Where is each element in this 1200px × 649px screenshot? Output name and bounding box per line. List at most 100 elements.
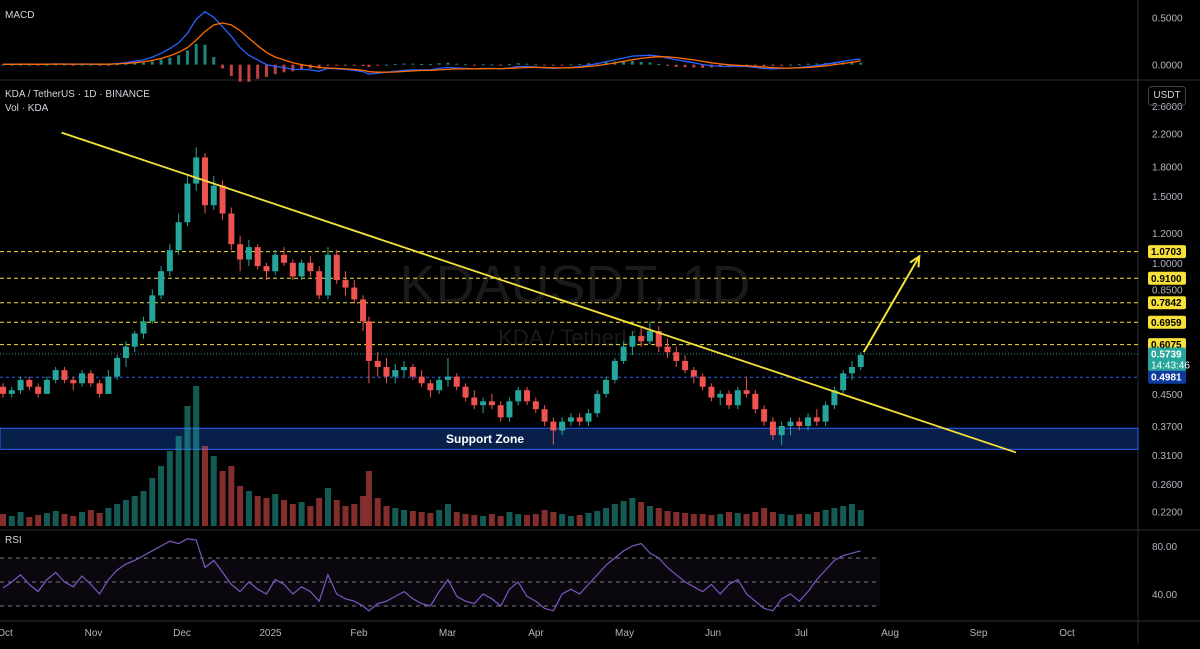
volume-bar: [166, 451, 173, 526]
volume-bar: [436, 510, 443, 526]
macd-histogram-bar: [788, 64, 792, 66]
candle-body: [857, 355, 864, 368]
volume-bar: [559, 514, 566, 526]
volume-bar: [453, 512, 460, 526]
candle-body: [655, 331, 662, 347]
volume-bar: [254, 496, 261, 526]
volume-bar: [629, 498, 636, 526]
macd-histogram-bar: [317, 64, 321, 69]
volume-bar: [289, 504, 296, 526]
candle-body: [237, 244, 244, 260]
candle-body: [506, 401, 513, 418]
time-axis-tick: Apr: [528, 628, 544, 639]
candle-body: [219, 185, 226, 214]
volume-bar: [184, 406, 191, 526]
macd-histogram-bar: [762, 64, 766, 67]
volume-bar: [848, 504, 855, 526]
candle-body: [638, 336, 645, 342]
candle-body: [524, 390, 531, 402]
candle-body: [374, 360, 381, 368]
volume-bar: [79, 512, 86, 526]
candle-body: [532, 401, 539, 410]
candle-body: [778, 426, 785, 436]
volume-bar: [497, 516, 504, 526]
macd-histogram-bar: [344, 64, 348, 66]
time-axis-tick: Sep: [970, 628, 988, 639]
volume-bar: [316, 498, 323, 526]
candle-body: [254, 247, 261, 267]
volume-bar: [392, 508, 399, 526]
macd-histogram-bar: [62, 64, 66, 66]
price-countdown: 14:43:46: [1151, 360, 1190, 371]
price-axis-tick: 1.2000: [1152, 229, 1183, 240]
volume-bar: [131, 496, 138, 526]
candle-body: [497, 405, 504, 418]
volume-bar: [427, 513, 434, 526]
price-label: 0.9100: [1151, 274, 1182, 285]
volume-bar: [175, 436, 182, 526]
candle-body: [726, 393, 732, 406]
volume-bar: [201, 446, 208, 526]
candle-body: [550, 421, 557, 431]
macd-histogram-bar: [481, 64, 485, 66]
candle-body: [831, 390, 838, 406]
candle-body: [418, 376, 425, 384]
volume-bar: [462, 514, 469, 526]
macd-histogram-bar: [578, 63, 582, 65]
candle-body: [594, 393, 601, 414]
macd-histogram-bar: [490, 64, 494, 66]
price-label: 0.4981: [1151, 373, 1182, 384]
macd-histogram-bar: [472, 64, 476, 66]
currency-button[interactable]: USDT: [1148, 86, 1186, 106]
volume-bar: [87, 510, 94, 526]
candle-body: [392, 370, 399, 377]
price-axis-tick: 0.2600: [1152, 480, 1183, 491]
candle-body: [743, 390, 750, 394]
macd-histogram-bar: [54, 64, 58, 66]
candle-body: [87, 373, 94, 384]
price-axis-tick: 0.3100: [1152, 451, 1183, 462]
candle-body: [193, 157, 200, 184]
volume-bar: [140, 491, 147, 526]
rsi-line: [2, 538, 861, 612]
macd-histogram-bar: [507, 64, 511, 66]
candle-body: [559, 421, 566, 431]
volume-bar: [594, 511, 601, 526]
price-label-bg: [1148, 315, 1186, 329]
macd-histogram-bar: [194, 43, 198, 65]
volume-bar: [664, 511, 671, 526]
support-zone: [0, 427, 1139, 450]
volume-bar: [813, 512, 820, 526]
macd-title: MACD: [5, 10, 35, 21]
volume-bar: [401, 510, 408, 526]
candle-body: [61, 370, 68, 380]
volume-bar: [734, 513, 741, 526]
price-axis-tick: 1.8000: [1152, 162, 1183, 173]
volume-bar: [409, 511, 416, 526]
macd-histogram-bar: [701, 64, 705, 68]
volume-bar: [752, 512, 759, 526]
macd-histogram-bar: [10, 64, 14, 66]
candle-body: [848, 367, 855, 374]
candle-body: [567, 417, 574, 422]
volume-bar: [567, 516, 574, 526]
macd-histogram-bar: [273, 64, 277, 75]
candle-body: [140, 321, 147, 334]
volume-bar: [620, 501, 627, 526]
candle-body: [0, 386, 6, 394]
candle-body: [228, 213, 235, 245]
macd-histogram-bar: [446, 62, 450, 65]
candle-body: [769, 421, 776, 436]
macd-histogram-bar: [150, 61, 154, 65]
candle-body: [603, 379, 610, 394]
macd-histogram-bar: [727, 64, 731, 67]
candle-body: [333, 254, 340, 281]
macd-histogram-bar: [771, 64, 775, 66]
volume-bar: [778, 514, 785, 526]
macd-histogram-bar: [45, 64, 49, 66]
candle-body: [646, 331, 653, 342]
candle-body: [813, 417, 820, 422]
volume-bar: [761, 508, 768, 526]
candle-body: [8, 390, 15, 394]
